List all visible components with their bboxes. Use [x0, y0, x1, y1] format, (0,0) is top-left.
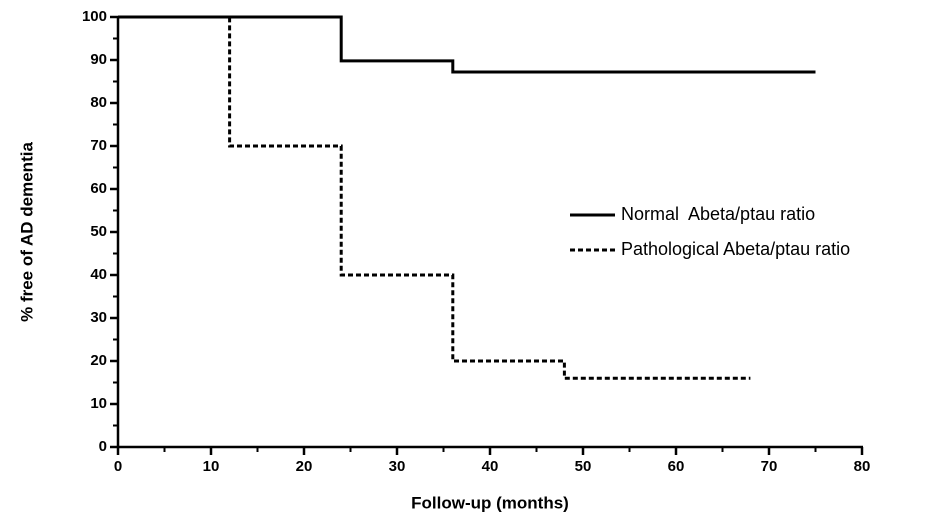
y-tick-label: 80	[90, 94, 107, 111]
y-axis-title: % free of AD dementia	[17, 142, 36, 322]
x-tick-label: 40	[482, 458, 499, 475]
y-tick-label: 60	[90, 180, 107, 197]
x-tick-label: 50	[575, 458, 592, 475]
y-tick-label: 50	[90, 223, 107, 240]
x-tick-label: 70	[761, 458, 778, 475]
legend-label: Pathological Abeta/ptau ratio	[621, 239, 850, 259]
survival-line	[118, 15, 816, 74]
y-tick-label: 30	[90, 309, 107, 326]
x-tick-label: 30	[389, 458, 406, 475]
x-axis-title: Follow-up (months)	[411, 493, 569, 512]
y-tick-label: 100	[82, 8, 107, 25]
y-tick-label: 40	[90, 266, 107, 283]
y-tick-label: 0	[99, 438, 107, 455]
y-tick-label: 20	[90, 352, 107, 369]
survival-line	[118, 15, 751, 380]
x-tick-label: 60	[668, 458, 685, 475]
y-tick-label: 10	[90, 395, 107, 412]
y-tick-label: 70	[90, 137, 107, 154]
legend-label: Normal Abeta/ptau ratio	[621, 204, 815, 224]
x-tick-label: 0	[114, 458, 122, 475]
x-tick-label: 80	[854, 458, 871, 475]
y-tick-label: 90	[90, 51, 107, 68]
x-tick-label: 10	[203, 458, 220, 475]
x-tick-label: 20	[296, 458, 313, 475]
